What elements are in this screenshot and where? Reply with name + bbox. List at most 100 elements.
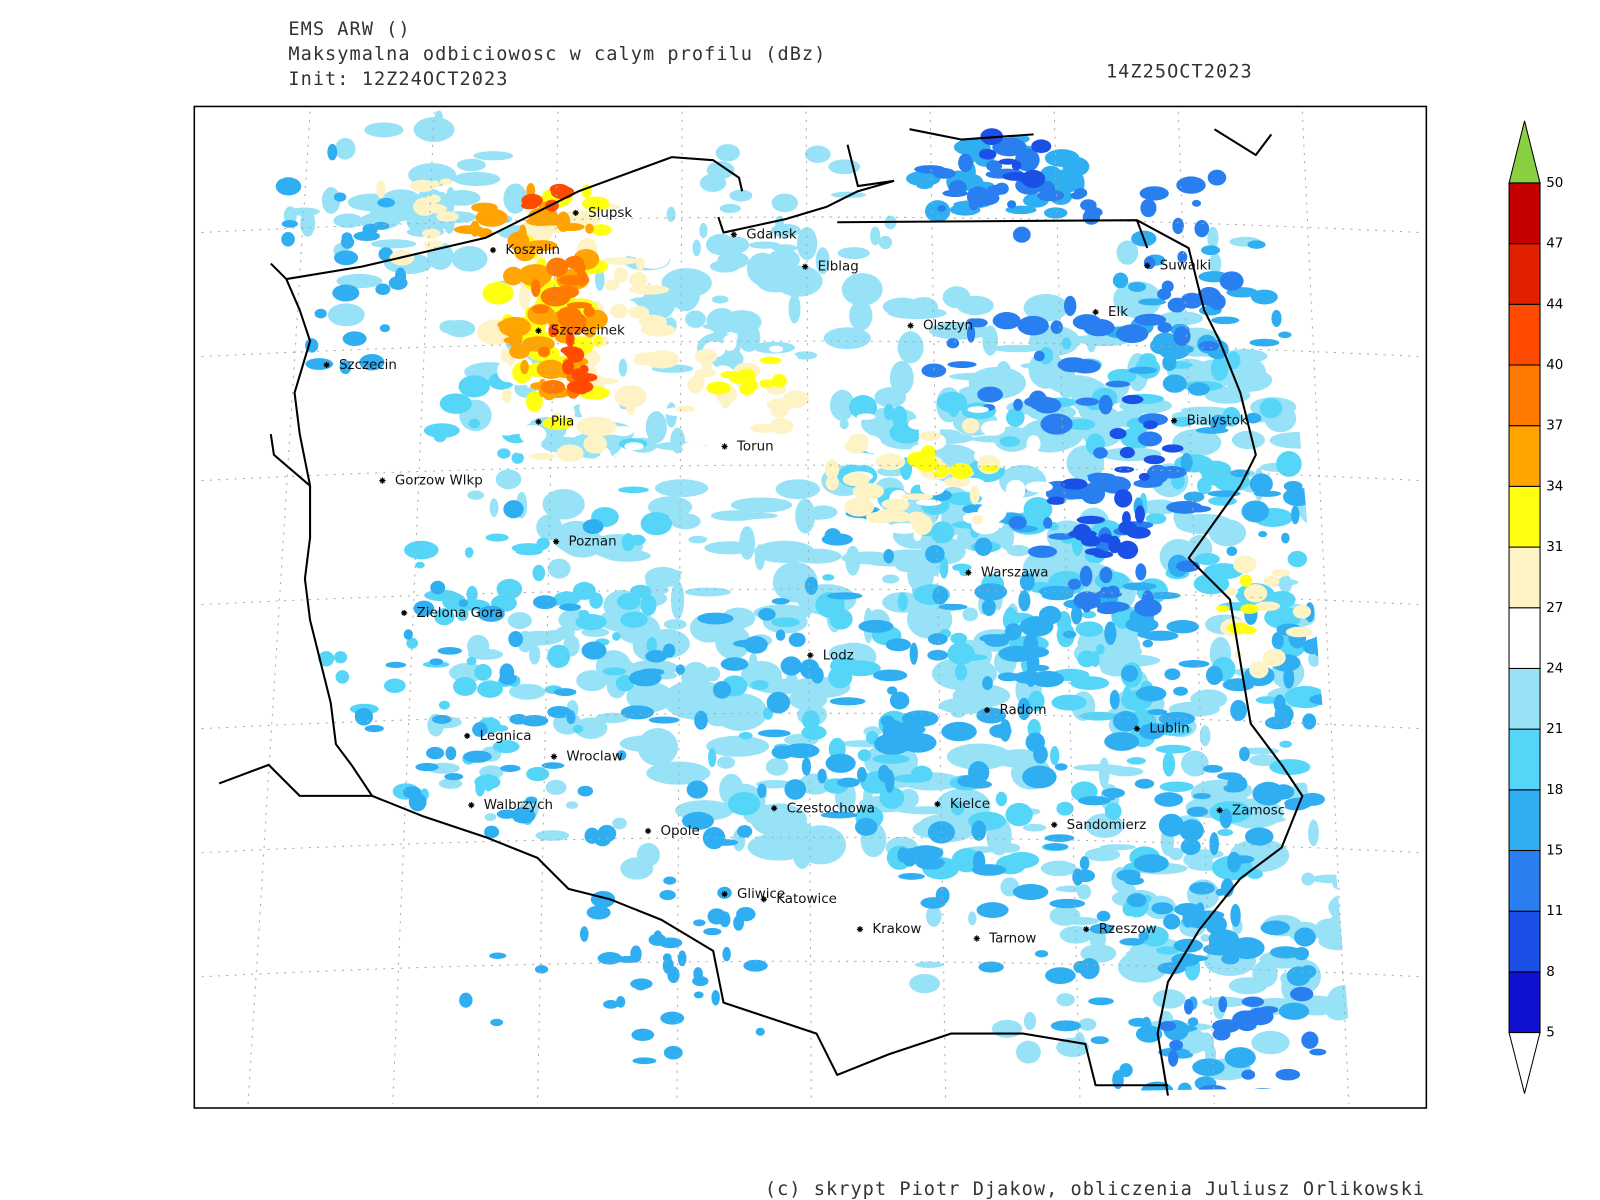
reflectivity-cell — [1142, 630, 1179, 641]
reflectivity-cell — [716, 756, 736, 769]
colorbar-over — [1508, 120, 1541, 184]
reflectivity-cell — [1168, 1049, 1179, 1067]
reflectivity-cell — [1054, 763, 1068, 771]
reflectivity-cell — [782, 390, 809, 409]
reflectivity-cell — [927, 649, 949, 661]
reflectivity-cell — [916, 180, 934, 190]
reflectivity-cell — [677, 950, 687, 967]
reflectivity-cell — [645, 569, 671, 591]
reflectivity-cell — [815, 247, 830, 275]
reflectivity-cell — [841, 660, 881, 677]
reflectivity-cell — [1033, 350, 1045, 362]
reflectivity-cell — [525, 391, 543, 412]
reflectivity-cell — [938, 697, 993, 715]
reflectivity-cell — [766, 691, 791, 714]
reflectivity-cell — [520, 359, 529, 375]
reflectivity-cell — [980, 420, 1006, 436]
reflectivity-cell — [886, 686, 898, 695]
reflectivity-cell — [511, 452, 524, 464]
reflectivity-cell — [1018, 590, 1031, 612]
reflectivity-cell — [1162, 374, 1187, 393]
reflectivity-cell — [570, 459, 599, 478]
reflectivity-cell — [898, 872, 925, 880]
reflectivity-cell — [614, 385, 647, 408]
reflectivity-cell — [1136, 685, 1167, 702]
reflectivity-cell — [1005, 479, 1026, 500]
reflectivity-cell — [456, 606, 469, 621]
reflectivity-cell — [1104, 654, 1161, 667]
reflectivity-cell — [827, 592, 863, 600]
reflectivity-cell — [1208, 293, 1226, 311]
reflectivity-cell — [1229, 937, 1265, 960]
reflectivity-cell — [477, 680, 503, 698]
reflectivity-cell — [1093, 447, 1108, 459]
reflectivity-cell — [663, 1045, 683, 1060]
colorbar-swatch — [1508, 607, 1541, 669]
reflectivity-cell — [413, 117, 455, 142]
reflectivity-cell — [706, 381, 731, 395]
reflectivity-cell — [906, 600, 953, 639]
reflectivity-cell — [719, 203, 741, 214]
reflectivity-cell — [1119, 446, 1135, 459]
reflectivity-cell — [1116, 324, 1149, 344]
city-marker — [802, 263, 809, 270]
reflectivity-cell — [1125, 949, 1152, 961]
city-marker — [973, 935, 980, 942]
reflectivity-cell — [537, 218, 567, 226]
reflectivity-cell — [626, 681, 674, 713]
reflectivity-cell — [817, 768, 827, 784]
reflectivity-cell — [775, 479, 821, 500]
reflectivity-cell — [597, 952, 623, 965]
reflectivity-cell — [968, 911, 977, 926]
reflectivity-cell — [699, 173, 727, 192]
reflectivity-cell — [653, 930, 663, 942]
reflectivity-cell — [1146, 591, 1181, 600]
city-label: Lodz — [823, 648, 854, 663]
reflectivity-cell — [841, 272, 883, 306]
reflectivity-cell — [681, 811, 715, 830]
reflectivity-cell — [746, 252, 779, 286]
reflectivity-cell — [791, 829, 813, 870]
reflectivity-cell — [828, 665, 853, 689]
reflectivity-cell — [1079, 711, 1118, 721]
reflectivity-cell — [1239, 574, 1253, 587]
reflectivity-cell — [1271, 631, 1284, 650]
reflectivity-cell — [1040, 413, 1073, 435]
reflectivity-cell — [610, 303, 628, 319]
reflectivity-cell — [558, 275, 590, 286]
reflectivity-cell — [526, 766, 550, 782]
reflectivity-cell — [1031, 139, 1052, 154]
reflectivity-cell — [1152, 989, 1186, 1009]
reflectivity-cell — [423, 423, 460, 438]
reflectivity-cell — [1109, 689, 1120, 710]
reflectivity-cell — [509, 344, 530, 359]
city-layer: Slupsk Koszalin Gdansk Elblag Suwalki Elk Olsz… — [323, 206, 1285, 947]
reflectivity-cell — [701, 358, 713, 370]
reflectivity-cell — [620, 705, 655, 720]
reflectivity-cell — [986, 160, 1003, 172]
reflectivity-cell — [422, 228, 441, 239]
reflectivity-cell — [1140, 198, 1157, 218]
reflectivity-cell — [646, 637, 657, 654]
reflectivity-cell — [616, 955, 641, 963]
reflectivity-cell — [612, 426, 634, 437]
reflectivity-cell — [765, 757, 789, 776]
city-label: Czestochowa — [787, 801, 875, 816]
reflectivity-cell — [662, 953, 672, 963]
reflectivity-cell — [1224, 1047, 1256, 1069]
city-marker — [965, 569, 972, 576]
reflectivity-cell — [726, 512, 778, 520]
reflectivity-cell — [771, 598, 790, 605]
reflectivity-cell — [1157, 288, 1172, 300]
reflectivity-cell — [1146, 464, 1169, 484]
reflectivity-cell — [1173, 938, 1203, 953]
reflectivity-cell — [1308, 819, 1319, 847]
reflectivity-cell — [353, 231, 380, 242]
reflectivity-cell — [717, 251, 749, 269]
reflectivity-cell — [1233, 555, 1257, 574]
reflectivity-cell — [769, 417, 794, 435]
colorbar-tick-label: 21 — [1546, 722, 1563, 737]
reflectivity-cell — [519, 425, 547, 444]
reflectivity-cell — [507, 231, 530, 251]
city-marker — [771, 805, 778, 812]
